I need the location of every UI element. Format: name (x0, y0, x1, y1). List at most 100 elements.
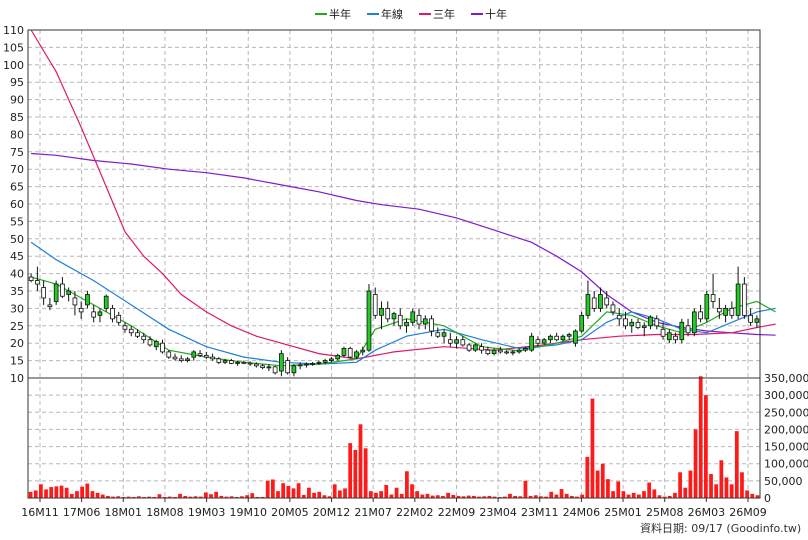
candle (28, 273, 34, 283)
candle (435, 327, 441, 338)
candle (266, 364, 272, 372)
volume-bar (585, 456, 590, 498)
volume-bar (28, 491, 33, 498)
volume-bar (100, 494, 105, 498)
volume-bar (528, 495, 533, 498)
candle (122, 322, 128, 333)
candle-body (297, 364, 303, 367)
date-tick-label: 25M08 (646, 506, 684, 519)
volume-tick-label: 100,000 (764, 458, 808, 471)
volume-bar (420, 494, 425, 498)
candle (291, 364, 297, 377)
candle (654, 315, 660, 330)
volume-tick-label: 150,000 (764, 441, 808, 454)
candle-body (573, 330, 578, 344)
price-axis: 10 15 20 25 30 35 40 45 50 55 60 65 70 75 80 85 90 95 100 1… (3, 24, 24, 385)
candle (560, 334, 566, 342)
candle-body (554, 335, 560, 341)
volume-bar (178, 493, 182, 498)
volume-bar (198, 496, 203, 498)
price-tick-label: 105 (3, 41, 24, 54)
price-tick-label: 90 (10, 94, 24, 107)
volume-tick-label: 350,000 (764, 372, 808, 385)
date-tick-label: 23M11 (521, 506, 559, 519)
legend-label: 半年 (329, 7, 351, 21)
candle-body (35, 280, 40, 285)
volume-bar (575, 496, 579, 498)
candle (466, 343, 472, 352)
candle-body (197, 353, 203, 356)
candle (66, 287, 72, 302)
candle-body (47, 304, 53, 308)
volume-bar (379, 491, 383, 498)
candle-body (78, 307, 84, 313)
volume-bar (600, 463, 605, 498)
candle (254, 362, 259, 368)
candle-body (404, 321, 409, 327)
candle (178, 355, 184, 363)
candle (366, 284, 372, 352)
volume-bar (564, 493, 569, 498)
volume-bar (389, 494, 394, 498)
volume-bar (276, 491, 280, 498)
candle-body (185, 358, 190, 361)
volume-bar (497, 496, 502, 498)
volume-bar (69, 493, 74, 498)
candle-body (266, 366, 272, 369)
candle (447, 332, 453, 347)
candle-body (666, 332, 672, 341)
candle (472, 343, 478, 352)
volume-bar (296, 483, 301, 498)
candle-body (366, 290, 372, 351)
candle-body (710, 294, 716, 302)
candle-body (479, 346, 484, 351)
volume-bar (95, 492, 100, 498)
candle (210, 353, 215, 361)
volume-bar (621, 491, 626, 498)
legend-label: 三年 (433, 7, 455, 21)
candle (185, 357, 190, 363)
volume-bar (487, 495, 492, 498)
volume-bar (54, 486, 59, 498)
candle (585, 280, 591, 319)
price-tick-label: 95 (10, 76, 24, 89)
volume-bar (626, 494, 631, 498)
price-tick-label: 15 (10, 355, 24, 368)
candle (498, 346, 503, 354)
candle (379, 301, 384, 330)
date-tick-label: 18M08 (146, 506, 184, 519)
plot-border (27, 29, 761, 499)
candle (372, 287, 378, 319)
price-tick-label: 75 (10, 146, 24, 159)
candle-body (97, 311, 103, 316)
volume-tick-label: 50,000 (764, 475, 803, 488)
volume-bar (229, 496, 234, 498)
candle (260, 364, 265, 370)
volume-bar (410, 484, 414, 498)
candle-body (128, 328, 134, 334)
volume-bar (363, 448, 368, 498)
date-tick-label: 20M12 (313, 506, 351, 519)
candle-body (360, 349, 366, 353)
candle (228, 358, 234, 365)
candle-body (210, 356, 215, 360)
candle (604, 291, 610, 309)
volume-bar (719, 460, 724, 498)
volume-bar (492, 496, 497, 498)
candle-body (160, 342, 165, 353)
candle-body (510, 351, 516, 354)
price-tick-label: 20 (10, 337, 24, 350)
date-axis: 16M11 17M06 18M01 18M08 19M03 19M10 20M05 20M12… (21, 498, 767, 519)
candle (454, 336, 459, 349)
candle (616, 308, 622, 326)
volume-bar (281, 483, 286, 498)
volume-bar (75, 491, 79, 498)
candle (72, 291, 78, 316)
candle-body (447, 339, 453, 344)
volume-bar (688, 470, 693, 498)
candle (673, 332, 678, 344)
volume-bar (90, 491, 95, 498)
volume-bar (435, 495, 440, 498)
candle-body (272, 366, 278, 374)
candle (623, 311, 628, 330)
